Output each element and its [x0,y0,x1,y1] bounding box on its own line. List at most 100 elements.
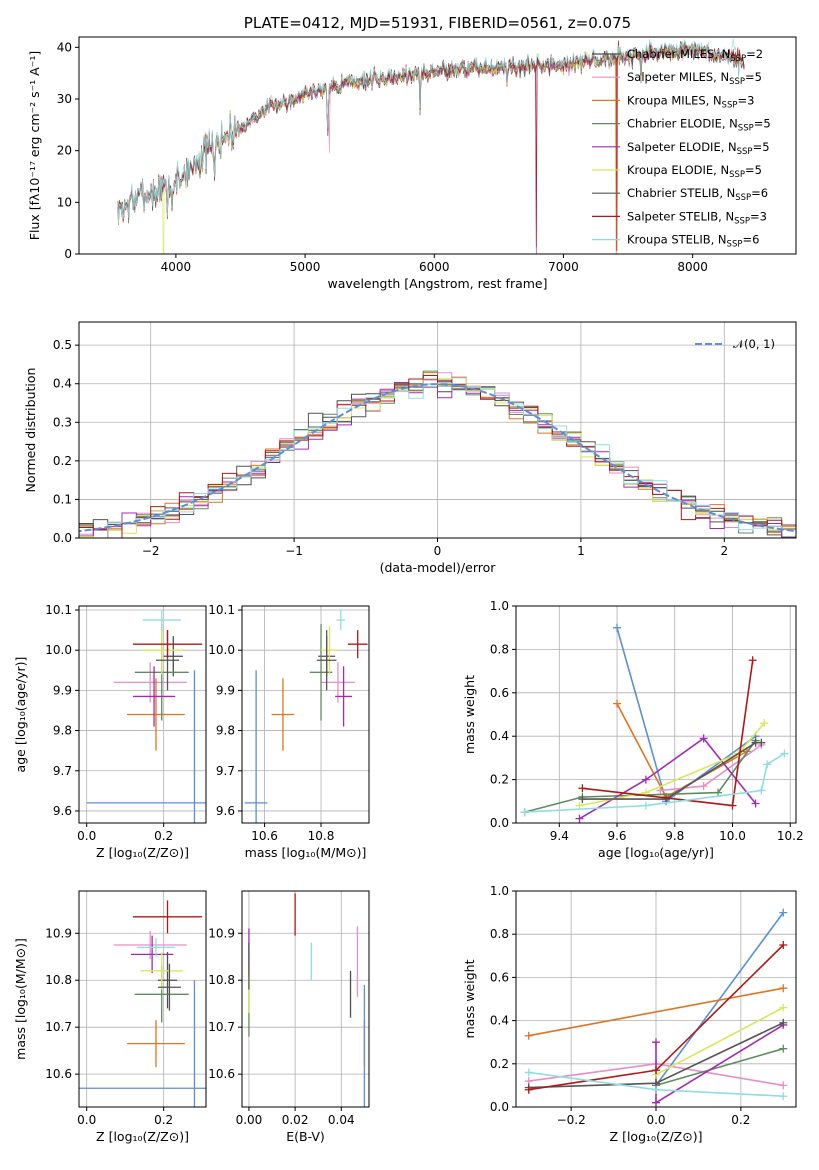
x-tick-label: 10.6 [251,829,278,843]
weight-marker [757,786,766,795]
legend-entry: Kroupa ELODIE, NSSP=5 [627,163,762,180]
legend-subscript: SSP [729,77,745,87]
y-tick-label: 10.1 [45,603,72,617]
y-tick-label: 0.2 [490,773,509,787]
axes-frame [78,36,797,255]
spectrum-line-9 [117,38,745,221]
y-tick-label: 0.6 [490,970,509,984]
x-tick-label: 0.02 [282,1113,309,1127]
y-tick-label: 1.0 [490,884,509,898]
y-tick-label: 9.8 [53,724,72,738]
axes-frame [515,605,797,824]
y-tick-label: 0.4 [490,729,509,743]
legend-label: Chabrier MILES, N [627,47,730,61]
weight-marker [728,801,737,810]
weight-marker [652,1098,660,1107]
y-tick-label: 10.6 [45,1067,72,1081]
axes-frame [78,605,207,824]
y-tick-label: 0.1 [53,492,72,506]
y-tick-label: 0.8 [490,642,509,656]
panel-1: 4000 5000 6000 7000 8000 0 10 20 30 40 wavelength … [27,14,797,291]
panel-2: −2 −1 0 1 2 0.0 0.1 0.2 0.3 0.4 0.5 (data-model)/er… [23,321,797,575]
legend-label: Kroupa MILES, N [627,93,722,107]
panel-6: 0.0 0.2 10.6 10.7 10.8 10.9 Z [log₁₀(Z/Z⊙)] mas… [13,890,207,1144]
x-tick-label: 10.0 [719,829,746,843]
plot-area [79,370,796,538]
weight-marker [779,1003,788,1012]
y-tick-label: 9.7 [216,764,235,778]
legend-suffix: =6 [742,233,759,247]
legend-label: Kroupa ELODIE, N [627,163,729,177]
y-tick-label: 0.3 [53,415,72,429]
weight-marker [641,775,650,784]
weight-marker [613,623,622,632]
x-tick-label: 0.2 [154,829,173,843]
normal-curve [79,383,796,533]
legend-suffix: =5 [753,140,770,154]
axes-frame [515,890,797,1108]
panel-8: −0.2 0.0 0.2 0.0 0.2 0.4 0.6 0.8 1.0 Z [log₁₀(Z/Z… [462,884,797,1144]
axes-frame [241,605,370,824]
legend-label: Chabrier STELIB, N [627,186,735,200]
weight-marker [748,656,757,665]
y-tick-label: 10.0 [208,643,235,657]
legend-subscript: SSP [737,147,753,157]
y-tick-label: 9.9 [216,683,235,697]
y-tick-label: 9.8 [216,724,235,738]
y-tick-label: 30 [57,92,72,106]
legend-suffix: =5 [745,163,762,177]
x-tick-label: 4000 [161,260,192,274]
x-tick-label: −0.2 [557,1113,586,1127]
y-tick-label: 0.2 [53,454,72,468]
y-tick-label: 10.7 [208,1020,235,1034]
y-tick-label: 0.6 [490,686,509,700]
legend-entry: Chabrier MILES, NSSP=2 [627,47,763,64]
weight-marker [779,908,788,917]
y-tick-label: 0.4 [490,1014,509,1028]
gridlines [79,891,206,1107]
weight-marker [699,734,708,743]
x-axis-label: wavelength [Angstrom, rest frame] [327,276,547,291]
legend-subscript: SSP [727,240,743,250]
x-tick-label: 0.2 [731,1113,750,1127]
legend-label: Chabrier ELODIE, N [627,117,738,131]
y-axis-label: mass weight [462,675,477,754]
y-axis-label: Normed distribution [23,368,38,493]
weight-marker [641,801,650,810]
y-tick-label: 10.6 [208,1067,235,1081]
x-tick-label: 7000 [548,260,579,274]
y-tick-label: 10.0 [45,643,72,657]
x-axis-label: age [log₁₀(age/yr)] [598,845,714,860]
x-axis-label: mass [log₁₀(M/M⊙)] [245,845,367,860]
weight-marker [779,1092,788,1101]
weight-line-4 [524,740,757,813]
weight-lines [524,908,788,1107]
weight-line-4 [655,1047,784,1087]
legend-entry: Chabrier STELIB, NSSP=6 [627,186,768,203]
weight-marker [575,801,584,810]
weight-marker [575,814,584,823]
chart-title: PLATE=0412, MJD=51931, FIBERID=0561, z=0… [244,14,631,32]
error-bars [79,900,206,1107]
legend-entry: 𝒩(0, 1) [733,337,775,351]
weight-line-2 [528,987,784,1037]
y-tick-label: 10.8 [208,973,235,987]
legend-label: Kroupa STELIB, N [627,233,727,247]
y-tick-label: 10.1 [208,603,235,617]
legend-suffix: =2 [746,47,763,61]
y-tick-label: 10.8 [45,973,72,987]
weight-marker [779,1081,788,1090]
weight-marker [714,788,723,797]
legend-entry: Salpeter ELODIE, NSSP=5 [627,140,770,157]
legend-suffix: =5 [745,70,762,84]
legend-suffix: =3 [737,93,754,107]
y-tick-label: 1.0 [490,599,509,613]
gridlines [516,605,796,824]
weight-marker [699,782,708,791]
legend-entry: Salpeter STELIB, NSSP=3 [627,209,767,226]
legend-suffix: =6 [751,186,768,200]
x-tick-label: 0 [434,544,442,558]
weight-marker [613,699,622,708]
